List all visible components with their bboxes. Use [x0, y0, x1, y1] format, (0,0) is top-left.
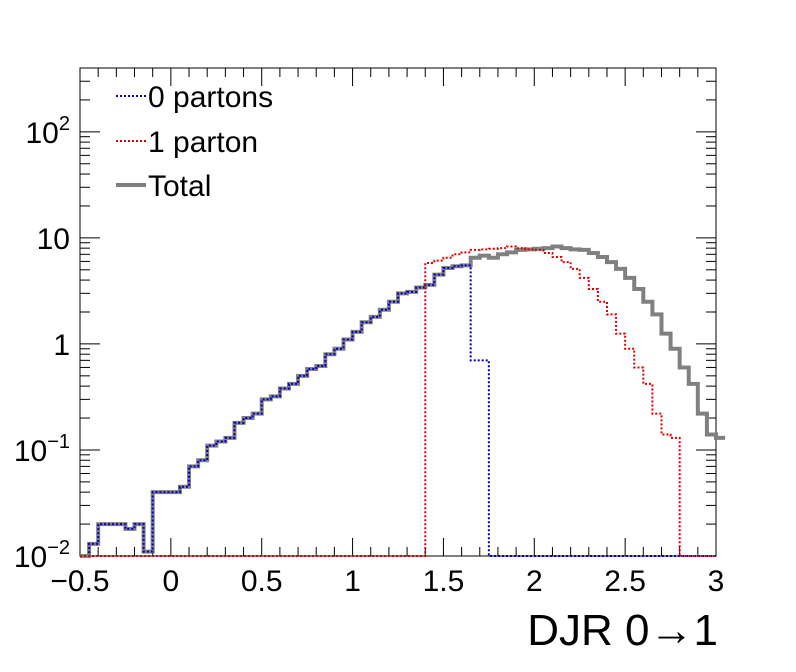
series-0-partons-line: [80, 264, 716, 557]
x-tick-label: 1: [344, 565, 361, 598]
x-tick-label: 2.5: [604, 565, 646, 598]
x-tick-label: 0.5: [241, 565, 283, 598]
x-axis-ticks: −0.5 0 0.5 1 1.5 2 2.5 3: [50, 68, 724, 598]
x-axis-label: DJR 0→1: [527, 606, 718, 655]
legend-entry-label: 0 partons: [148, 81, 273, 114]
y-tick-label: 102: [26, 113, 71, 150]
y-tick-label: 10−1: [14, 431, 70, 468]
x-tick-label: −0.5: [50, 565, 109, 598]
y-tick-label: 10−2: [14, 537, 70, 574]
x-tick-label: 2: [526, 565, 543, 598]
x-tick-label: 1.5: [423, 565, 465, 598]
y-tick-label: 1: [53, 329, 70, 362]
series-1-parton-line: [80, 245, 716, 557]
x-tick-label: 0: [163, 565, 180, 598]
series-layer: [80, 244, 726, 558]
legend: 0 partons 1 parton Total: [116, 81, 273, 203]
y-axis-ticks: 10−2 10−1 1 10 102: [14, 67, 716, 574]
x-tick-label: 3: [708, 565, 725, 598]
y-tick-label: 10: [37, 223, 70, 256]
legend-entry-label: 1 parton: [148, 126, 258, 159]
legend-entry-label: Total: [148, 170, 211, 203]
